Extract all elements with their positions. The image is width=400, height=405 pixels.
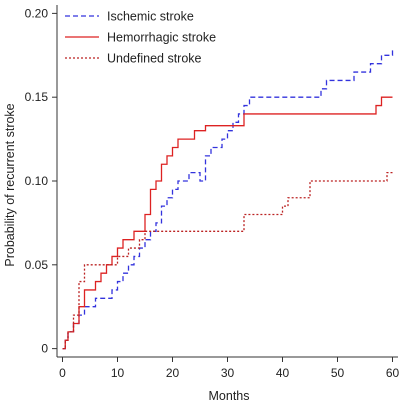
x-tick-label: 40 (276, 366, 290, 380)
x-tick-label: 60 (386, 366, 400, 380)
y-tick-label: 0.10 (25, 174, 49, 188)
x-tick-label: 30 (221, 366, 235, 380)
y-axis-title: Probability of recurrent stroke (3, 103, 17, 266)
y-tick-label: 0.20 (25, 6, 49, 20)
y-tick-label: 0 (41, 342, 48, 356)
y-tick-label: 0.15 (25, 90, 49, 104)
legend-label: Undefined stroke (107, 52, 202, 66)
x-axis-title: Months (209, 389, 250, 403)
legend-label: Ischemic stroke (107, 10, 194, 24)
series-layer (62, 50, 394, 350)
x-tick-label: 0 (59, 366, 66, 380)
x-tick-label: 10 (111, 366, 125, 380)
series-line-hemorrhagic-stroke (62, 96, 393, 350)
ticks: 0 10 20 30 40 50 60 0 0.05 0.10 0.15 0.20 (25, 6, 400, 380)
x-tick-label: 20 (166, 366, 180, 380)
x-tick-label: 50 (331, 366, 345, 380)
y-tick-label: 0.05 (25, 258, 49, 272)
series-line-ischemic-stroke (62, 50, 394, 350)
legend-label: Hemorrhagic stroke (107, 31, 216, 45)
legend: Ischemic stroke Hemorrhagic stroke Undefin… (65, 10, 216, 66)
series-line-undefined-stroke (62, 171, 393, 350)
